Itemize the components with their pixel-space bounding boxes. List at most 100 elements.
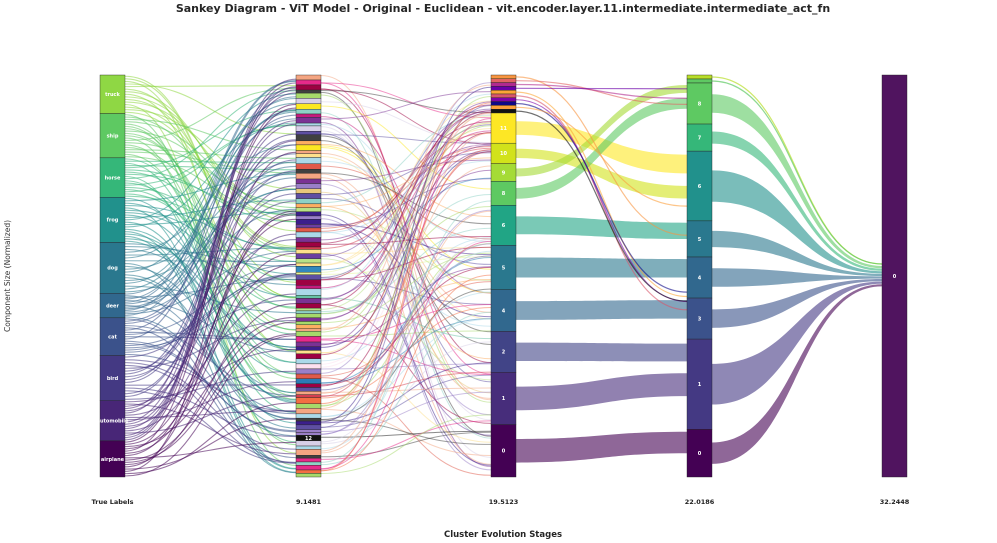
link-s1-s2 xyxy=(320,151,492,397)
link-s1-s2 xyxy=(320,82,492,374)
node-stage1 xyxy=(295,363,322,370)
link-s0-s1 xyxy=(124,185,297,412)
band-s2-s3 xyxy=(516,431,687,463)
node-stage1 xyxy=(295,134,322,142)
link-s1-s2 xyxy=(320,88,492,363)
node-label: 1 xyxy=(698,382,702,388)
link-s1-s2 xyxy=(320,258,492,381)
node-stage1 xyxy=(295,321,322,325)
link-s1-s2 xyxy=(320,414,492,475)
link-s0-s1 xyxy=(124,121,297,209)
band-s2-s3 xyxy=(516,342,687,362)
node-label: 5 xyxy=(698,237,702,243)
link-s1-s2 xyxy=(320,86,492,423)
link-s0-s1 xyxy=(124,172,297,324)
link-s3-s4 xyxy=(711,80,883,265)
node-stage1 xyxy=(295,413,322,419)
link-s0-s1 xyxy=(124,209,297,275)
node-stage1 xyxy=(295,207,322,213)
link-s1-s2 xyxy=(320,311,492,466)
node-stage1 xyxy=(295,373,322,379)
link-s1-s2 xyxy=(320,96,492,407)
chart-title: Sankey Diagram - ViT Model - Original - … xyxy=(176,2,830,15)
band-s3-s4 xyxy=(712,268,882,287)
node-stage1 xyxy=(295,449,322,456)
node-stage1 xyxy=(295,394,322,398)
link-s0-s1 xyxy=(124,151,297,472)
band-s3-s4 xyxy=(712,279,882,328)
node-stage2 xyxy=(490,74,517,79)
link-s0-s1 xyxy=(124,123,297,430)
band-s2-s3 xyxy=(516,216,687,239)
stage-labels: True Labels 9.1481 19.5123 22.0186 32.2448 xyxy=(92,498,910,506)
node-label: 8 xyxy=(502,191,506,197)
link-s2-s3 xyxy=(515,83,688,99)
stage-label: 9.1481 xyxy=(296,498,322,506)
node-stage2 xyxy=(490,101,517,106)
link-s1-s2 xyxy=(320,151,492,348)
node-true-label xyxy=(99,440,126,478)
node-stage1 xyxy=(295,358,322,365)
node-label: 8 xyxy=(698,101,702,107)
link-s0-s1 xyxy=(124,321,297,461)
link-s0-s1 xyxy=(124,175,297,443)
node-stage1 xyxy=(295,249,322,254)
node-stage1 xyxy=(295,178,322,184)
link-s1-s2 xyxy=(320,363,492,370)
link-s0-s1 xyxy=(124,188,297,293)
band-s3-s4 xyxy=(712,170,882,274)
node-stage1 xyxy=(295,417,322,422)
node-stage1 xyxy=(295,274,322,280)
link-s1-s2 xyxy=(320,278,492,329)
node-stage1 xyxy=(295,310,322,314)
node-stage2 xyxy=(490,331,517,373)
link-s1-s2 xyxy=(320,152,492,196)
node-stage2 xyxy=(490,205,517,246)
node-label: 0 xyxy=(502,449,506,455)
node-stage1 xyxy=(295,288,322,296)
link-s0-s1 xyxy=(124,102,297,259)
node-stage1 xyxy=(295,298,322,304)
link-s0-s1 xyxy=(124,173,297,202)
cluster-nodes: truck ship horse frog dog deer cat bird automobi… xyxy=(97,74,908,478)
node-stage2 xyxy=(490,245,517,290)
link-s1-s2 xyxy=(320,243,492,406)
node-stage1 xyxy=(295,169,322,174)
link-s1-s2 xyxy=(320,102,492,472)
band-s2-s3 xyxy=(516,85,687,177)
node-stage1 xyxy=(295,445,322,450)
link-s1-s2 xyxy=(320,377,492,476)
link-s0-s1 xyxy=(124,118,297,295)
node-stage1 xyxy=(295,92,322,99)
node-label: automobile xyxy=(97,419,129,425)
link-s1-s2 xyxy=(320,111,492,356)
node-stage1 xyxy=(295,285,322,290)
link-s1-s2 xyxy=(320,246,492,281)
node-stage1 xyxy=(295,473,322,478)
node-stage2 xyxy=(490,82,517,87)
node-stage1 xyxy=(295,79,322,86)
node-stage1 xyxy=(295,331,322,337)
link-s1-s2 xyxy=(320,253,492,436)
link-s1-s2 xyxy=(320,257,492,384)
node-stage1 xyxy=(295,391,322,395)
node-stage1 xyxy=(295,313,322,319)
link-s1-s2 xyxy=(320,281,492,377)
link-s0-s1 xyxy=(124,177,297,310)
node-stage3 xyxy=(686,74,713,80)
link-s0-s1 xyxy=(124,402,297,475)
link-s0-s1 xyxy=(124,133,297,375)
node-stage1 xyxy=(295,262,322,267)
node-stage1 xyxy=(295,84,322,91)
link-s1-s2 xyxy=(320,250,492,450)
node-stage1 xyxy=(295,237,322,243)
link-s0-s1 xyxy=(124,96,297,223)
band-s3-s4 xyxy=(712,281,882,405)
node-label: 9 xyxy=(502,170,506,176)
node-stage1 xyxy=(295,241,322,248)
link-s0-s1 xyxy=(124,80,297,312)
node-stage3 xyxy=(686,78,713,84)
node-stage1 xyxy=(295,109,322,115)
node-stage1 xyxy=(295,387,322,392)
link-s1-s2 xyxy=(320,110,492,281)
